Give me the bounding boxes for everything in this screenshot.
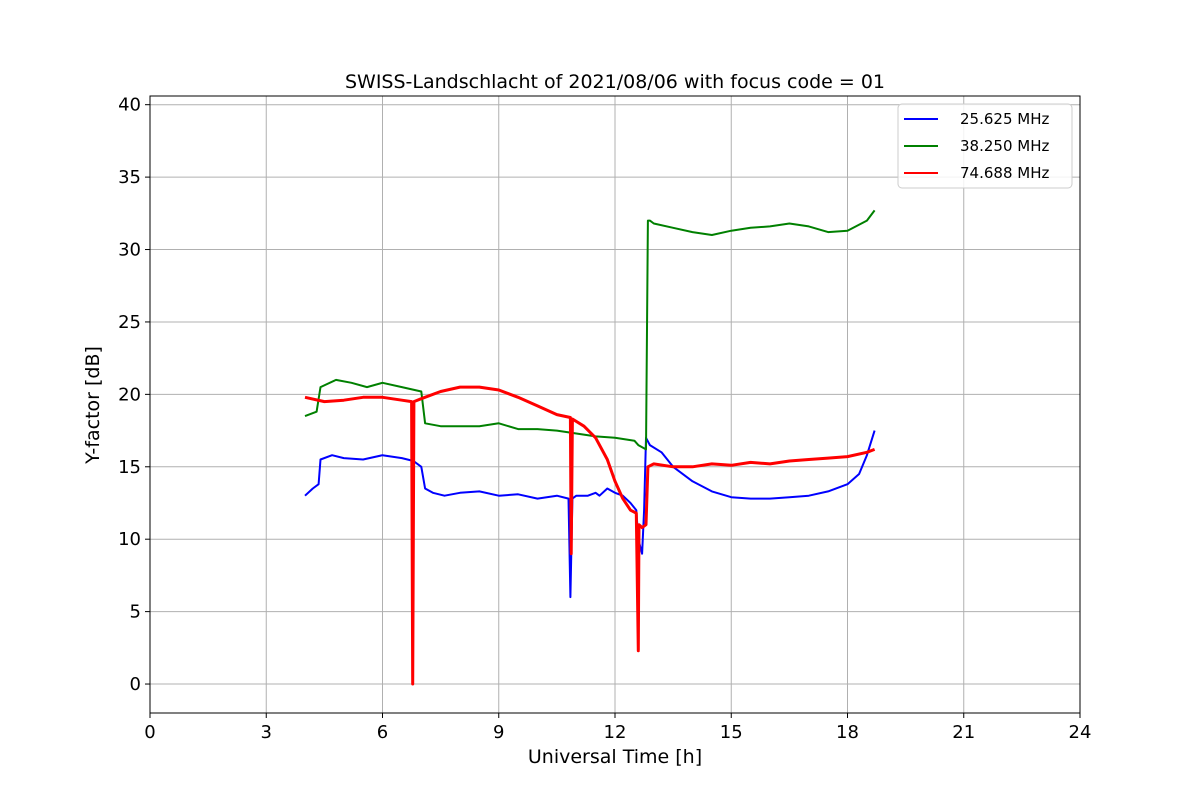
y-axis-label: Y-factor [dB] bbox=[82, 346, 104, 465]
y-tick-label: 25 bbox=[118, 312, 141, 333]
series-line-2 bbox=[304, 209, 876, 451]
legend-entry-label: 74.688 MHz bbox=[960, 164, 1049, 182]
grid-lines bbox=[149, 96, 1081, 713]
x-tick-label: 6 bbox=[377, 722, 388, 743]
x-tick-label: 21 bbox=[952, 722, 975, 743]
series-line-1 bbox=[304, 430, 876, 599]
y-tick-label: 20 bbox=[118, 384, 141, 405]
x-tick-label: 0 bbox=[144, 722, 155, 743]
y-tick-label: 10 bbox=[118, 529, 141, 550]
x-tick-label: 15 bbox=[720, 722, 743, 743]
x-axis-label: Universal Time [h] bbox=[528, 746, 702, 768]
axis-ticks: 0 3 6 9 12 15 18 21 24 0 5 10 15 20 25 30 35 40 bbox=[118, 95, 1091, 743]
y-tick-label: 5 bbox=[130, 602, 141, 623]
y-tick-label: 15 bbox=[118, 457, 141, 478]
x-tick-label: 3 bbox=[261, 722, 272, 743]
chart-title: SWISS-Landschlacht of 2021/08/06 with fo… bbox=[345, 71, 885, 93]
x-tick-label: 9 bbox=[493, 722, 504, 743]
y-tick-label: 0 bbox=[130, 674, 141, 695]
series-lines bbox=[304, 209, 876, 686]
y-tick-label: 40 bbox=[118, 95, 141, 116]
legend: 25.625 MHz 38.250 MHz 74.688 MHz bbox=[897, 103, 1073, 189]
legend-entry-label: 25.625 MHz bbox=[960, 110, 1049, 128]
legend-entry-label: 38.250 MHz bbox=[960, 137, 1049, 155]
x-tick-label: 18 bbox=[836, 722, 859, 743]
series-line-3 bbox=[304, 385, 876, 686]
x-tick-label: 12 bbox=[604, 722, 627, 743]
y-tick-label: 35 bbox=[118, 167, 141, 188]
x-tick-label: 24 bbox=[1069, 722, 1092, 743]
y-tick-label: 30 bbox=[118, 240, 141, 261]
legend-box bbox=[897, 103, 1073, 189]
